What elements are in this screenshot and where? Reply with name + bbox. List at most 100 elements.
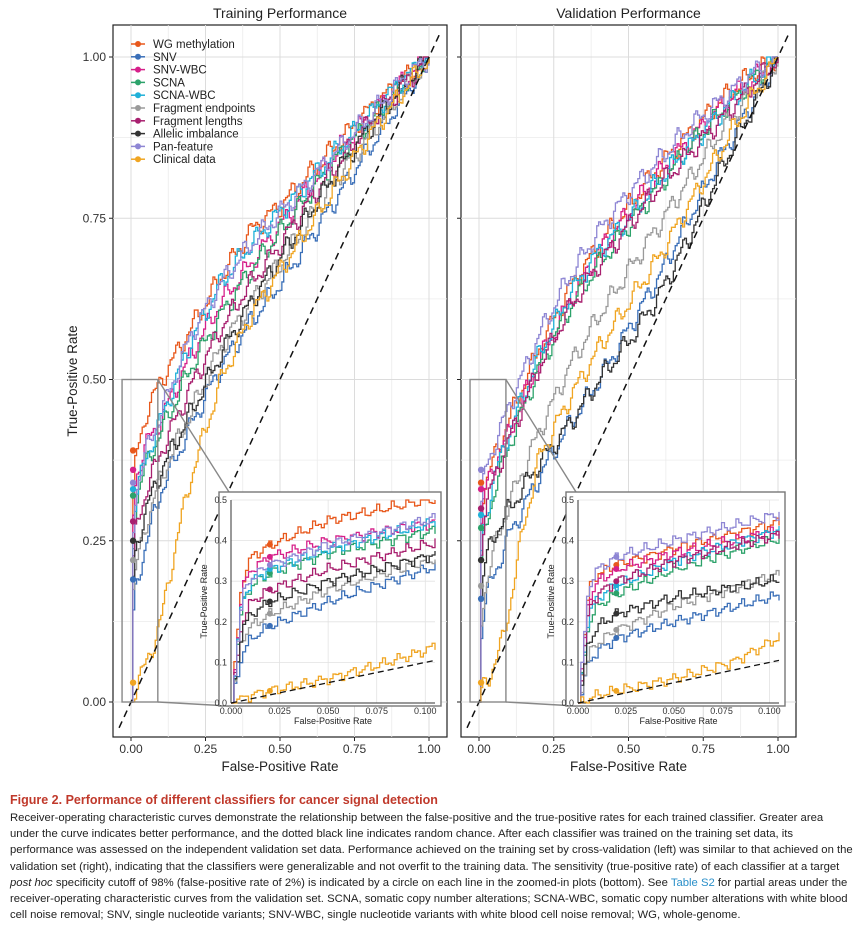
caption-italic: post hoc xyxy=(10,876,53,889)
marker-pan-feature xyxy=(477,466,485,473)
figure-caption: Figure 2. Performance of different class… xyxy=(10,793,855,923)
inset-y-tick-label: 0.2 xyxy=(561,617,574,627)
marker-scna xyxy=(129,492,137,499)
inset-x-tick-label: 0.075 xyxy=(365,706,388,716)
inset-marker-snv-wbc xyxy=(266,553,273,560)
inset-y-tick-label: 0.5 xyxy=(561,495,574,505)
inset-curve-snv xyxy=(578,591,780,704)
inset-x-tick-label: 0.050 xyxy=(317,706,340,716)
validation-panel: Validation Performance 0.00 0.25 0.50 0.75 1.… xyxy=(457,2,797,774)
x-tick-label: 0.50 xyxy=(268,742,292,756)
zoom-connector xyxy=(505,379,577,493)
inset-x-tick-label: 0.050 xyxy=(662,706,685,716)
zoom-connector xyxy=(157,701,230,707)
inset-marker-clinical-data xyxy=(266,687,273,694)
inset-curve-pan-feature xyxy=(231,512,436,704)
marker-scna-wbc xyxy=(477,511,485,519)
legend-dot-snv xyxy=(135,53,141,60)
curve-snv xyxy=(131,57,430,703)
inset-marker-fragment-endpoints xyxy=(266,610,273,617)
legend-label-fragment-endpoints: Fragment endpoints xyxy=(153,103,256,115)
curve-clinical-data xyxy=(479,57,779,703)
zoom-connector xyxy=(157,379,230,493)
caption-text-2: specificity cutoff of 98% (false-positiv… xyxy=(52,876,671,889)
inset-curve-fragment-lengths xyxy=(578,530,780,704)
inset-curve-scna-wbc xyxy=(231,518,436,704)
legend-label-allelic-imbalance: Allelic imbalance xyxy=(153,129,239,141)
marker-fragment-endpoints xyxy=(129,556,137,564)
inset-marker-allelic-imbalance xyxy=(266,598,273,605)
inset-y-tick-label: 0.0 xyxy=(561,698,574,708)
y-tick-label: 0.00 xyxy=(83,695,107,709)
inset-curve-allelic-imbalance xyxy=(231,551,436,704)
training-panel: Training Performance 0.00 0.25 0.50 0.75 1.00… xyxy=(65,2,448,774)
inset-curve-pan-feature xyxy=(578,511,780,704)
legend-label-wg-methylation: WG methylation xyxy=(153,39,235,51)
inset-y-axis-label: True-Positive Rate xyxy=(199,564,209,638)
curve-fragment-endpoints xyxy=(479,57,779,703)
panel-title-strip xyxy=(461,2,796,25)
curve-allelic-imbalance xyxy=(479,56,778,703)
marker-allelic-imbalance xyxy=(477,556,485,564)
x-tick-label: 0.25 xyxy=(542,742,566,756)
inset-y-tick-label: 0.2 xyxy=(214,617,227,627)
inset-marker-allelic-imbalance xyxy=(613,610,620,617)
marker-fragment-lengths xyxy=(129,518,137,525)
legend-label-snv: SNV xyxy=(153,52,177,64)
inset-curve-fragment-lengths xyxy=(231,538,436,704)
inset-marker-pan-feature xyxy=(613,553,620,560)
x-tick-label: 0.75 xyxy=(343,742,367,756)
legend-dot-scna xyxy=(135,79,141,86)
inset-y-tick-label: 0.4 xyxy=(561,536,574,546)
inset-x-tick-label: 0.000 xyxy=(220,706,243,716)
caption-text-1: Receiver-operating characteristic curves… xyxy=(10,812,853,873)
inset-x-axis-label: False-Positive Rate xyxy=(639,716,717,726)
curve-pan-feature xyxy=(479,56,778,703)
curves-group xyxy=(131,56,430,703)
inset-random-chance-line xyxy=(577,659,780,704)
inset-curve-fragment-endpoints xyxy=(578,569,780,704)
marker-snv-wbc xyxy=(129,466,137,473)
y-tick-label: 0.25 xyxy=(83,534,107,548)
x-tick-label: 0.00 xyxy=(467,742,491,756)
table-s2-link[interactable]: Table S2 xyxy=(670,876,715,889)
curve-pan-feature xyxy=(131,57,430,703)
marker-snv xyxy=(129,576,137,583)
inset-marker-wg-methylation xyxy=(266,541,273,548)
inset-curve-scna xyxy=(578,533,780,704)
x-tick-label: 0.25 xyxy=(194,742,218,756)
marker-snv-wbc xyxy=(477,485,485,493)
zoom-box xyxy=(121,378,159,703)
inset-marker-fragment-endpoints xyxy=(613,626,620,633)
random-chance-line xyxy=(118,30,442,729)
curve-wg-methylation xyxy=(479,56,779,703)
inset-x-tick-label: 0.100 xyxy=(414,706,437,716)
inset-y-tick-label: 0.1 xyxy=(561,657,574,667)
curve-wg-methylation xyxy=(131,56,429,703)
inset-plot: 0.0 0.1 0.2 0.3 0.4 0.5 0.000 0.025 0.050 0.075 0.… xyxy=(199,491,442,726)
inset-x-tick-label: 0.075 xyxy=(710,706,733,716)
inset-random-chance-line xyxy=(230,659,436,704)
panel-title-strip xyxy=(113,2,447,25)
x-axis-label: False-Positive Rate xyxy=(221,759,338,774)
inset-x-tick-label: 0.025 xyxy=(615,706,638,716)
marker-pan-feature xyxy=(129,479,137,486)
x-axis-label: False-Positive Rate xyxy=(570,759,687,774)
marker-scna xyxy=(477,524,485,532)
inset-x-tick-label: 0.025 xyxy=(268,706,291,716)
x-tick-label: 0.00 xyxy=(119,742,143,756)
y-tick-label: 0.75 xyxy=(83,211,107,225)
inset-marker-snv xyxy=(266,622,273,629)
inset-y-tick-label: 0.5 xyxy=(214,495,227,505)
curve-fragment-lengths xyxy=(479,57,779,703)
y-tick-label: 1.00 xyxy=(83,50,107,64)
marker-fragment-endpoints xyxy=(477,582,485,590)
legend-dot-fragment-lengths xyxy=(135,117,141,124)
y-tick-label: 0.50 xyxy=(83,373,107,387)
legend-dot-fragment-endpoints xyxy=(135,105,141,111)
caption-body: Receiver-operating characteristic curves… xyxy=(10,810,855,923)
inset-y-axis-label: True-Positive Rate xyxy=(546,564,556,638)
inset-marker-clinical-data xyxy=(613,687,620,694)
inset-y-tick-label: 0.0 xyxy=(214,698,227,708)
legend-dot-snv-wbc xyxy=(135,66,141,73)
